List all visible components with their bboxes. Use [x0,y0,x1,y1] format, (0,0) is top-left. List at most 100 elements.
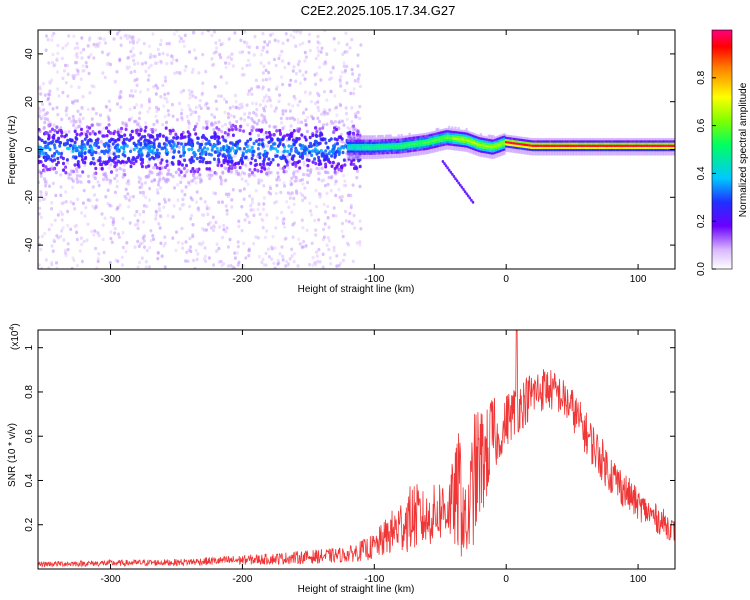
heatmap-cell [272,261,276,265]
heatmap-cell [329,137,333,141]
heatmap-cell [311,160,315,164]
colorbar-label: Normalized spectral amplitude [738,82,749,217]
heatmap-cell [165,159,169,163]
heatmap-cell [107,123,111,127]
heatmap-cell [133,62,137,66]
heatmap-cell [195,200,198,204]
heatmap-cell [64,165,68,169]
heatmap-cell [250,156,254,161]
heatmap-cell [45,111,49,115]
heatmap-cell [40,266,44,269]
heatmap-cell [51,249,55,253]
heatmap-cell [352,124,356,128]
heatmap-cell [324,210,327,214]
heatmap-cell [127,182,131,186]
heatmap-cell [171,215,175,219]
colorbar-tick-label: 0.8 [696,70,707,84]
heatmap-cell [314,188,318,193]
heatmap-cell [272,125,276,129]
heatmap-cell [112,131,116,136]
heatmap-cell [86,142,90,146]
heatmap-cell [76,99,79,103]
heatmap-cell [181,39,185,44]
heatmap-cell [352,91,356,96]
heatmap-cell [97,151,101,156]
heatmap-cell [274,63,278,68]
heatmap-cell [50,262,54,267]
heatmap-cell [73,163,77,167]
heatmap-cell [66,161,70,165]
heatmap-cell [111,220,115,224]
heatmap-cell [269,192,273,196]
heatmap-cell [50,141,54,145]
heatmap-cell [119,129,123,134]
heatmap-cell [259,169,263,174]
heatmap-cell [256,147,260,151]
heatmap-cell [358,240,362,244]
heatmap-cell [76,197,80,201]
heatmap-cell [322,123,325,127]
heatmap-cell [80,154,84,159]
heatmap-cell [268,134,272,138]
heatmap-cell [88,198,92,203]
heatmap-cell [265,50,269,54]
heatmap-cell [275,216,279,220]
heatmap-cell [210,57,214,61]
heatmap-cell [170,102,174,107]
heatmap-cell [281,137,285,141]
heatmap-cell [310,153,314,157]
heatmap-cell [240,177,244,181]
heatmap-cell [206,160,210,165]
heatmap-cell [292,154,296,158]
heatmap-cell [340,137,344,141]
heatmap-cell [313,218,317,223]
heatmap-cell [75,177,79,181]
heatmap-cell [257,138,261,142]
heatmap-cell [56,87,60,91]
heatmap-cell [55,266,59,269]
heatmap-cell [92,56,96,60]
heatmap-cell [179,180,183,185]
heatmap-cell [284,159,288,163]
heatmap-cell [235,140,239,145]
heatmap-cell [217,157,221,162]
heatmap-cell [251,153,255,157]
heatmap-cell [120,126,123,131]
heatmap-cell [303,244,307,249]
heatmap-cell [58,144,62,148]
heatmap-cell [213,136,217,141]
heatmap-cell [355,241,359,245]
heatmap-cell [240,205,244,209]
heatmap-cell [260,113,264,117]
heatmap-cell [155,148,159,152]
heatmap-cell [47,92,50,96]
heatmap-cell [104,41,108,45]
heatmap-y-axis-label: Frequency (Hz) [7,116,18,185]
heatmap-cell [172,136,176,140]
heatmap-cell [325,98,329,102]
heatmap-cell [443,162,446,166]
heatmap-cell [74,156,78,160]
heatmap-cell [354,165,358,169]
heatmap-cell [318,195,322,199]
heatmap-cell [230,198,234,202]
heatmap-cell [199,177,202,181]
heatmap-cell [278,53,282,57]
heatmap-cell [105,177,109,182]
heatmap-cell [88,91,92,95]
heatmap-cell [310,241,314,246]
heatmap-cell [315,204,318,209]
heatmap-cell [245,41,249,45]
heatmap-cell [95,42,99,47]
heatmap-cell [201,133,205,138]
heatmap-cell [120,255,124,260]
heatmap-cell [38,206,42,210]
heatmap-cell [151,151,155,155]
heatmap-cell [92,171,96,176]
heatmap-cell [221,135,225,139]
heatmap-cell [168,131,172,136]
heatmap-cell [193,169,196,174]
heatmap-cell [345,81,349,85]
heatmap-cell [263,115,266,119]
